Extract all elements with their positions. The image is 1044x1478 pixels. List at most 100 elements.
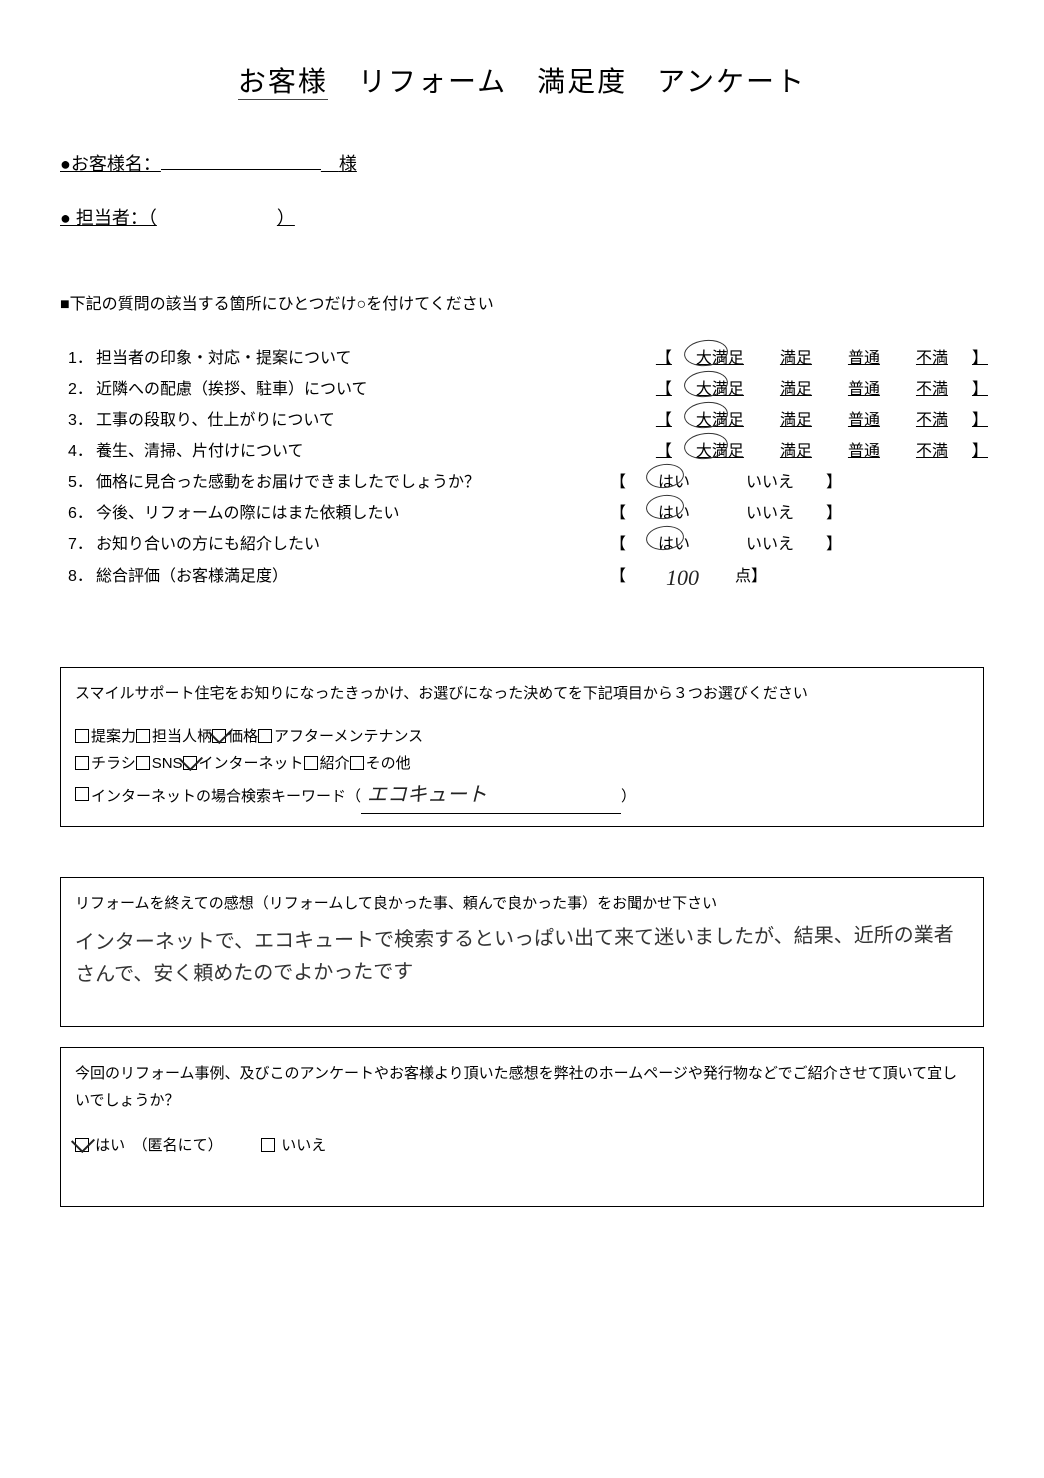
reason-checkbox[interactable] <box>258 729 272 743</box>
reason-checkbox[interactable] <box>136 729 150 743</box>
question-row: 7．お知り合いの方にも紹介したい 【はいいいえ】 <box>68 530 994 554</box>
rating-options: 【大満足満足普通不満】 <box>426 406 994 430</box>
reasons-row-1: 提案力担当人柄価格アフターメンテナンス <box>75 723 969 750</box>
selection-circle <box>683 400 729 430</box>
permission-options: はい （匿名にて） いいえ <box>75 1132 969 1159</box>
rating-option[interactable]: 不満 <box>898 344 966 368</box>
score-value: 100 <box>630 565 735 591</box>
reason-label: 提案力 <box>91 728 136 745</box>
reason-checkbox[interactable] <box>75 756 89 770</box>
rating-option[interactable]: 満足 <box>762 344 830 368</box>
question-text: 養生、清掃、片付けについて <box>96 437 426 461</box>
permission-no-checkbox[interactable] <box>261 1138 275 1152</box>
question-number: 8． <box>68 562 96 586</box>
staff-name-line: ● 担当者：（） <box>60 204 994 230</box>
rating-option[interactable]: 大満足 <box>678 344 762 368</box>
rating-option[interactable]: 普通 <box>830 406 898 430</box>
rating-option[interactable]: 大満足 <box>678 437 762 461</box>
rating-option[interactable]: 不満 <box>898 375 966 399</box>
reason-checkbox[interactable] <box>350 756 364 770</box>
permission-yes-checkbox[interactable] <box>75 1138 89 1152</box>
selection-circle <box>645 493 685 521</box>
reason-label: その他 <box>366 755 411 772</box>
selection-circle <box>645 524 685 552</box>
reasons-heading: スマイルサポート住宅をお知りになったきっかけ、お選びになった決めてを下記項目から… <box>75 680 969 707</box>
reason-label: 価格 <box>228 728 258 745</box>
rating-options: 【大満足満足普通不満】 <box>426 344 994 368</box>
rating-option[interactable]: 普通 <box>830 344 898 368</box>
feedback-heading: リフォームを終えての感想（リフォームして良かった事、頼んで良かった事）をお聞かせ… <box>75 890 969 917</box>
rating-option[interactable]: 大満足 <box>678 375 762 399</box>
question-number: 7． <box>68 530 96 554</box>
score-suffix: 点】 <box>735 562 767 586</box>
keyword-checkbox[interactable] <box>75 787 89 801</box>
reason-label: 担当人柄 <box>152 728 212 745</box>
question-row: 3．工事の段取り、仕上がりについて【大満足満足普通不満】 <box>68 406 994 430</box>
feedback-box: リフォームを終えての感想（リフォームして良かった事、頼んで良かった事）をお聞かせ… <box>60 877 984 1027</box>
rating-option[interactable]: 満足 <box>762 437 830 461</box>
question-text: 総合評価（お客様満足度） <box>96 562 516 586</box>
reason-checkbox[interactable] <box>75 729 89 743</box>
question-text: 今後、リフォームの際にはまた依頼したい <box>96 499 516 523</box>
reason-label: チラシ <box>91 755 136 772</box>
reason-checkbox[interactable] <box>212 729 226 743</box>
question-number: 3． <box>68 406 96 430</box>
rating-option[interactable]: 不満 <box>898 406 966 430</box>
yesno-option[interactable]: いいえ <box>718 499 822 523</box>
score-field: 【100点】 <box>606 561 767 587</box>
yesno-option[interactable]: はい <box>630 530 718 554</box>
reason-label: 紹介 <box>320 755 350 772</box>
permission-no-label: いいえ <box>281 1137 326 1154</box>
instruction-text: ■下記の質問の該当する箇所にひとつだけ○を付けてください <box>60 290 994 314</box>
yesno-options: 【はいいいえ】 <box>606 530 846 554</box>
selection-circle <box>683 431 729 461</box>
rating-option[interactable]: 大満足 <box>678 406 762 430</box>
reasons-row-2: チラシ SNS インターネット紹介その他 <box>75 750 969 777</box>
selection-circle <box>683 338 729 368</box>
reasons-box: スマイルサポート住宅をお知りになったきっかけ、お選びになった決めてを下記項目から… <box>60 667 984 827</box>
keyword-row: インターネットの場合検索キーワード（ エコキュート ） <box>75 777 969 814</box>
selection-circle <box>645 462 685 490</box>
question-row: 6．今後、リフォームの際にはまた依頼したい【はいいいえ】 <box>68 499 994 523</box>
question-row: 2．近隣への配慮（挨拶、駐車）について【大満足満足普通不満】 <box>68 375 994 399</box>
yesno-option[interactable]: いいえ <box>718 468 822 492</box>
question-text: 工事の段取り、仕上がりについて <box>96 406 426 430</box>
rating-option[interactable]: 普通 <box>830 437 898 461</box>
reason-checkbox[interactable] <box>136 756 150 770</box>
question-number: 5． <box>68 468 96 492</box>
feedback-handwritten: インターネットで、エコキュートで検索するといっぱい出て来て迷いましたが、結果、近… <box>75 919 970 991</box>
selection-circle <box>683 369 729 399</box>
reason-label: SNS <box>152 755 183 772</box>
question-row: 5．価格に見合った感動をお届けできましたでしょうか？【はいいいえ】 <box>68 468 994 492</box>
yesno-option[interactable]: はい <box>630 468 718 492</box>
question-text: 近隣への配慮（挨拶、駐車）について <box>96 375 426 399</box>
reason-checkbox[interactable] <box>183 756 197 770</box>
yesno-option[interactable]: いいえ <box>718 530 822 554</box>
rating-options: 【大満足満足普通不満】 <box>426 437 994 461</box>
yesno-option[interactable]: はい <box>630 499 718 523</box>
rating-option[interactable]: 不満 <box>898 437 966 461</box>
question-text: 担当者の印象・対応・提案について <box>96 344 426 368</box>
question-row: 1．担当者の印象・対応・提案について【大満足満足普通不満】 <box>68 344 994 368</box>
reason-label: インターネット <box>199 755 304 772</box>
question-list: 1．担当者の印象・対応・提案について【大満足満足普通不満】2．近隣への配慮（挨拶… <box>68 344 994 587</box>
question-number: 1． <box>68 344 96 368</box>
document-title: お客様 リフォーム 満足度 アンケート <box>50 60 994 100</box>
rating-options: 【大満足満足普通不満】 <box>426 375 994 399</box>
permission-heading: 今回のリフォーム事例、及びこのアンケートやお客様より頂いた感想を弊社のホームペー… <box>75 1060 969 1114</box>
keyword-value: エコキュート <box>361 777 621 814</box>
question-number: 2． <box>68 375 96 399</box>
permission-yes-label: はい （匿名にて） <box>95 1137 223 1154</box>
yesno-options: 【はいいいえ】 <box>606 468 846 492</box>
reason-checkbox[interactable] <box>304 756 318 770</box>
reason-label: アフターメンテナンス <box>274 728 423 745</box>
question-text: お知り合いの方にも紹介したい <box>96 530 516 554</box>
question-row: 8．総合評価（お客様満足度） 【100点】 <box>68 561 994 587</box>
customer-name-line: ●お客様名： 様 <box>60 150 994 176</box>
question-number: 4． <box>68 437 96 461</box>
rating-option[interactable]: 普通 <box>830 375 898 399</box>
yesno-options: 【はいいいえ】 <box>606 499 846 523</box>
rating-option[interactable]: 満足 <box>762 406 830 430</box>
question-row: 4．養生、清掃、片付けについて【大満足満足普通不満】 <box>68 437 994 461</box>
rating-option[interactable]: 満足 <box>762 375 830 399</box>
